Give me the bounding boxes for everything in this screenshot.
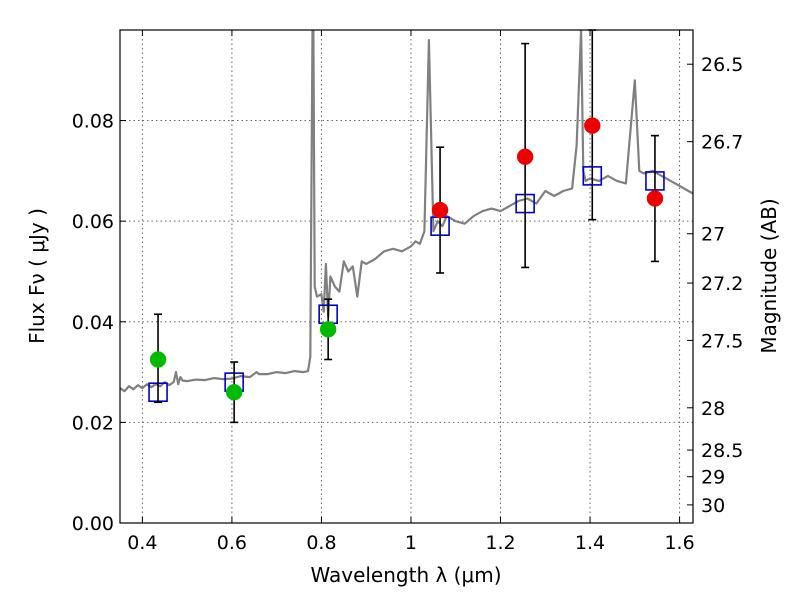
x-tick-label: 0.8	[306, 532, 336, 554]
points-layer	[148, 29, 665, 424]
right-tick-label: 30	[701, 495, 725, 517]
y-tick-label: 0.02	[72, 412, 114, 434]
x-tick-label: 1.4	[575, 532, 605, 554]
x-tick-label: 1	[405, 532, 417, 554]
right-tick-label: 28	[701, 398, 725, 420]
right-axis-label: Magnitude (AB)	[757, 198, 781, 353]
green-data-point	[149, 351, 167, 368]
red-data-point	[584, 117, 601, 134]
model-layer	[120, 30, 693, 393]
plot-frame	[119, 29, 694, 524]
green-data-point	[225, 383, 243, 401]
red-data-point	[516, 148, 534, 166]
green-data-point	[319, 321, 337, 338]
x-tick-label: 1.6	[664, 532, 694, 554]
x-tick-label: 0.6	[217, 532, 247, 554]
right-tick-label: 27	[701, 224, 725, 246]
y-axis-label: Flux Fν ( μJy )	[25, 208, 49, 344]
right-tick-label: 27.2	[701, 273, 743, 295]
right-tick-label: 27.5	[701, 330, 743, 352]
grid-layer	[120, 30, 693, 523]
y-tick-label: 0.06	[72, 211, 114, 233]
right-tick-label: 26.5	[701, 54, 743, 76]
y-tick-label: 0.08	[72, 111, 114, 133]
x-axis-label: Wavelength λ (μm)	[310, 563, 501, 587]
right-tick-label: 26.7	[701, 132, 743, 154]
ticks-layer: 0.4 0.6 0.8 1 1.2 1.4 1.6 0.00 0.02 0.04 0.06 0.08 2…	[72, 30, 743, 554]
y-tick-label: 0.00	[72, 513, 114, 535]
red-data-point	[431, 201, 449, 219]
model-spectrum-line	[120, 30, 693, 393]
y-tick-label: 0.04	[72, 312, 114, 334]
right-tick-label: 28.5	[701, 440, 743, 462]
right-tick-label: 29	[701, 467, 725, 489]
x-tick-label: 1.2	[485, 532, 515, 554]
red-data-point	[646, 190, 664, 207]
x-tick-label: 0.4	[127, 532, 157, 554]
